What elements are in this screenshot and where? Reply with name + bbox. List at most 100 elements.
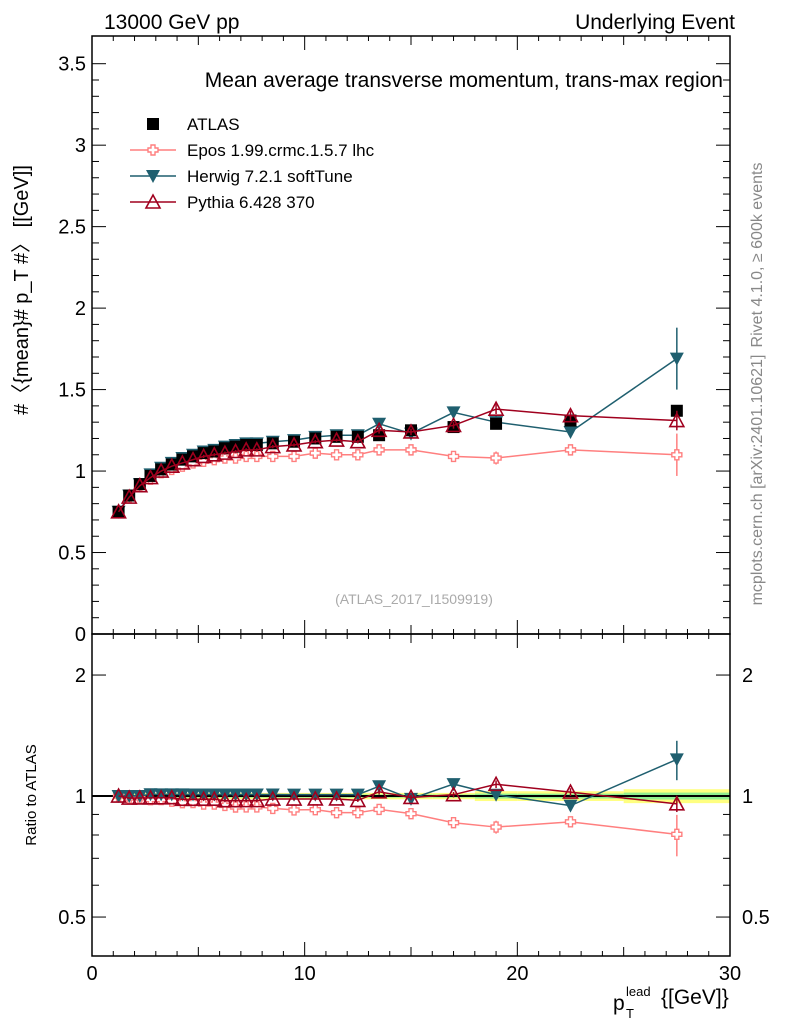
herwig-marker [669,352,684,366]
epos-marker [309,803,321,816]
epos-marker [288,804,300,816]
y-axis-label: #〈{mean}# p_T #〉 [[GeV]] [11,165,33,415]
header-right: Underlying Event [575,11,735,34]
ratio-y-tick-label: 0.5 [58,907,86,929]
pythia-marker [328,790,345,806]
x-axis-label-sup: lead [626,984,651,999]
pythia-marker [227,442,244,459]
pythia-marker [152,789,170,805]
pythia-marker [120,789,138,805]
epos-marker [330,806,343,819]
herwig-marker [308,788,323,802]
pythia-marker [142,789,159,805]
epos-marker [405,444,417,456]
pythia-marker [163,789,181,805]
chart-title: Mean average transverse momentum, trans-… [205,69,723,92]
y-tick-label: 2.5 [58,217,86,239]
atlas-marker [147,118,159,130]
herwig-marker [446,778,461,792]
series-pythia [110,400,686,813]
epos-marker [447,817,460,829]
epos-marker [373,803,385,816]
pythia-marker [349,791,367,808]
pythia-marker [562,783,579,799]
pythia-marker [370,421,388,438]
pythia-marker [144,193,162,209]
pythia-marker [264,790,282,806]
pythia-marker [349,433,367,449]
pythia-marker [152,462,170,478]
pythia-marker [205,446,223,462]
pythia-marker [184,790,202,807]
y-tick-label: 1.5 [58,380,86,402]
herwig-marker [287,788,302,802]
pythia-marker [184,450,202,467]
ratio-y-axis-label: Ratio to ATLAS [23,744,40,845]
herwig-marker [154,788,169,802]
y-tick-label: 2 [75,298,86,320]
pythia-marker [195,790,212,807]
epos-marker [564,816,577,828]
pythia-marker [264,437,282,454]
pythia-marker [205,790,223,806]
y-tick-label: 3 [75,135,86,157]
legend-item-herwig: Herwig 7.2.1 softTune [130,167,353,186]
y-tick-label: 0 [75,624,86,646]
legend-item-pythia: Pythia 6.428 370 [130,193,315,212]
pythia-marker [402,788,420,805]
pythia-marker [487,775,505,792]
pythia-marker [216,444,234,460]
epos-marker [352,449,364,461]
pythia-marker [402,423,420,439]
herwig-marker [132,790,147,804]
pythia-marker [248,441,266,457]
legend-label: Herwig 7.2.1 softTune [187,167,353,186]
analysis-id: (ATLAS_2017_I1509919) [335,591,493,607]
herwig-marker [563,425,578,439]
pythia-marker [163,457,181,473]
legend-item-epos: Epos 1.99.crmc.1.5.7 lhc [130,141,375,160]
pythia-marker [248,791,266,808]
atlas-marker [133,478,146,491]
ratio-y-tick-label-right: 1 [742,786,753,808]
herwig-marker [196,788,211,802]
epos-marker [490,821,502,833]
herwig-marker [669,753,684,767]
pythia-marker [174,454,191,470]
epos-marker [288,450,300,463]
epos-marker [373,444,385,456]
x-axis-label-p: p [613,992,625,1015]
series-herwig [111,327,684,813]
herwig-marker [143,788,158,802]
side-text-mcplots: mcplots.cern.ch [arXiv:2401.10621] [749,355,766,606]
x-axis-label-unit: {[GeV]} [661,986,729,1009]
epos-marker [147,144,159,156]
epos-marker [405,807,417,820]
herwig-marker [265,788,280,802]
legend-label: Epos 1.99.crmc.1.5.7 lhc [187,141,375,160]
herwig-marker [146,170,160,183]
epos-marker [309,447,321,459]
pythia-marker [216,792,234,808]
atlas-marker [490,417,503,430]
side-text-rivet: Rivet 4.1.0, ≥ 600k events [749,163,766,348]
herwig-marker [489,788,504,802]
epos-marker [267,802,279,815]
legend-item-atlas: ATLAS [147,115,240,134]
epos-marker [330,449,343,461]
y-tick-label: 3.5 [58,54,86,76]
pythia-marker [131,477,149,493]
x-tick-label: 20 [506,963,528,985]
pythia-marker [195,447,212,464]
x-tick-label: 0 [86,963,97,985]
legend-label: Pythia 6.428 370 [187,193,315,212]
x-tick-label: 10 [294,963,316,985]
ratio-y-tick-label-right: 2 [742,665,753,687]
herwig-marker [186,788,201,802]
legend-label: ATLAS [187,115,240,134]
pythia-marker [110,503,127,519]
epos-marker [352,806,364,819]
x-axis-label-sub: T [626,1006,634,1021]
